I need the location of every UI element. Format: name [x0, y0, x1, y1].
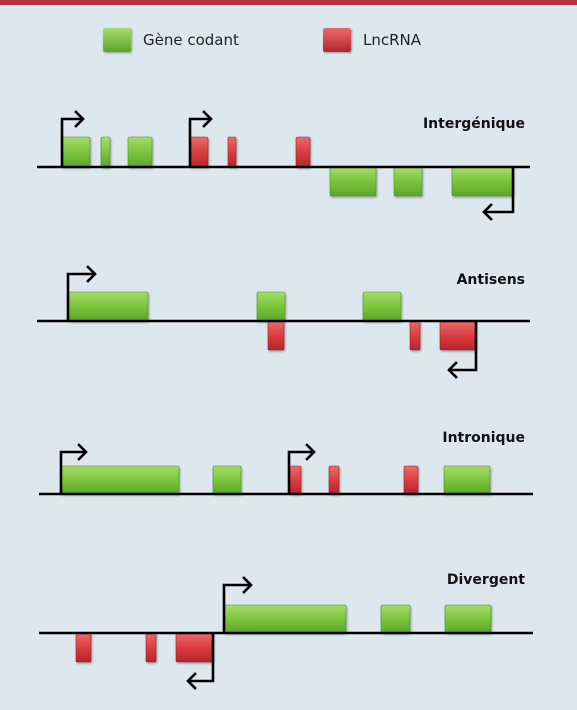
- panel-title: Intergénique: [423, 116, 525, 132]
- coding-gene-exon-forward: [100, 136, 111, 168]
- panel-2: Antisens: [37, 265, 530, 379]
- lncrna-exon-reverse: [267, 320, 285, 351]
- coding-gene-exon-forward: [127, 136, 153, 168]
- panel-title: Divergent: [447, 572, 525, 588]
- lncrna-exon-forward: [189, 136, 209, 168]
- coding-gene-exon-forward: [443, 465, 491, 495]
- lncrna-exon-forward: [328, 465, 340, 495]
- panel-3: Intronique: [39, 430, 533, 496]
- coding-gene-exon-forward: [223, 604, 347, 634]
- coding-gene-exon-forward: [60, 465, 180, 495]
- coding-gene-exon-forward: [67, 291, 149, 322]
- lncrna-exon-reverse: [439, 320, 477, 351]
- panel-title: Intronique: [442, 430, 525, 446]
- panel-title: Antisens: [457, 272, 525, 288]
- panel-1: Intergénique: [37, 110, 530, 221]
- legend-label-lncrna: LncRNA: [363, 31, 422, 49]
- panel-4: Divergent: [39, 572, 533, 690]
- tss-reverse-arrow-icon: [447, 321, 478, 379]
- coding-gene-exon-reverse: [451, 166, 514, 197]
- tss-forward-arrow-icon: [222, 576, 253, 633]
- lncrna-exon-forward: [295, 136, 311, 168]
- tss-reverse-arrow-icon: [186, 633, 215, 690]
- legend: Gène codant LncRNA: [0, 28, 577, 62]
- top-accent-bar: [0, 0, 577, 5]
- coding-gene-exon-reverse: [393, 166, 423, 197]
- legend-item-coding: Gène codant: [103, 28, 239, 52]
- lncrna-exon-forward: [288, 465, 302, 495]
- lncrna-exon-reverse: [145, 632, 157, 663]
- tss-forward-arrow-icon: [287, 443, 316, 494]
- coding-gene-exon-forward: [212, 465, 242, 495]
- coding-gene-exon-forward: [256, 291, 286, 322]
- coding-gene-exon-reverse: [329, 166, 377, 197]
- tss-forward-arrow-icon: [59, 443, 88, 494]
- legend-label-coding: Gène codant: [143, 31, 239, 49]
- coding-gene-swatch: [103, 28, 131, 52]
- lncrna-exon-reverse: [409, 320, 421, 351]
- tss-forward-arrow-icon: [60, 110, 85, 167]
- tss-forward-arrow-icon: [188, 110, 213, 167]
- coding-gene-exon-forward: [380, 604, 411, 634]
- legend-item-lncrna: LncRNA: [323, 28, 421, 52]
- lncrna-exon-reverse: [75, 632, 92, 663]
- lncrna-exon-forward: [403, 465, 419, 495]
- lncrna-exon-forward: [227, 136, 237, 168]
- lncrna-exon-reverse: [175, 632, 214, 663]
- coding-gene-exon-forward: [61, 136, 91, 168]
- coding-gene-exon-forward: [444, 604, 492, 634]
- tss-forward-arrow-icon: [66, 265, 97, 321]
- lncrna-swatch: [323, 28, 351, 52]
- tss-reverse-arrow-icon: [482, 167, 515, 221]
- coding-gene-exon-forward: [362, 291, 402, 322]
